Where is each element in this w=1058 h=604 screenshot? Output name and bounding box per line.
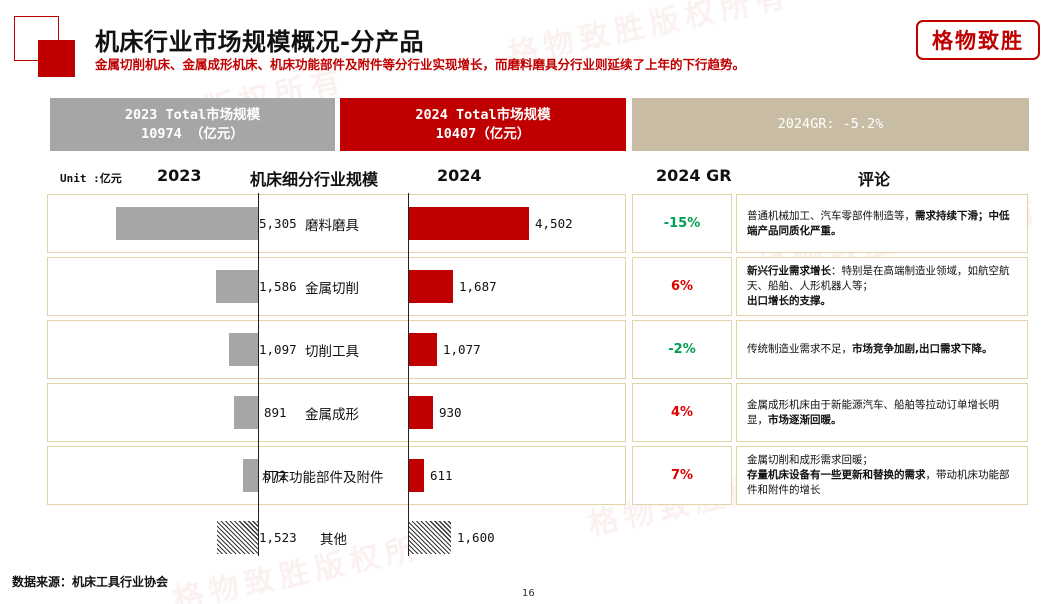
decor-square-fill	[38, 40, 75, 77]
row-panel	[47, 446, 626, 505]
growth-cell: 7%	[632, 446, 732, 505]
comment-emphasis: 存量机床设备有一些更新和替换的需求	[747, 469, 926, 481]
growth-value: -15%	[663, 216, 701, 231]
total-2023-title: 2023 Total市场规模	[124, 106, 261, 123]
comment-emphasis: 出口增长的支撑。	[747, 295, 831, 307]
bar-2024	[408, 396, 433, 429]
comment-plain: 金属成形机床由于新能源汽车、船舶等拉动订单增长明显，	[747, 398, 999, 426]
value-label-2024: 4,502	[535, 216, 573, 231]
bar-2024	[408, 270, 453, 303]
comment-cell: 金属切削和成形需求回暖； 存量机床设备有一些更新和替换的需求，带动机床功能部件和附…	[736, 446, 1028, 505]
value-label-2023: 5,305	[259, 216, 297, 231]
header-2024: 2024	[437, 166, 482, 185]
value-label-2024: 611	[430, 468, 453, 483]
comment-emphasis: 市场竞争加剧,出口需求下降。	[852, 343, 993, 355]
unit-label: Unit :亿元	[60, 172, 122, 185]
bar-2023	[243, 459, 258, 492]
row-panel	[47, 383, 626, 442]
category-label: 磨料磨具	[305, 218, 359, 234]
category-label: 机床功能部件及附件	[262, 470, 384, 486]
page-subtitle: 金属切削机床、金属成形机床、机床功能部件及附件等分行业实现增长，而磨料磨具分行业…	[95, 57, 746, 72]
bar-2023	[229, 333, 258, 366]
brand-logo: 格物致胜	[916, 20, 1040, 60]
value-label-2024: 1,687	[459, 279, 497, 294]
comment-plain: 金属切削和成形需求回暖；	[747, 454, 873, 466]
comment-plain: 传统制造业需求不足，	[747, 343, 852, 355]
value-label-2024: 1,600	[457, 530, 495, 545]
comment-text: 新兴行业需求增长：特别是在高端制造业领域，如航空航天、船舶、人形机器人等； 出口增…	[747, 264, 1019, 309]
bar-2023	[216, 270, 258, 303]
comment-text: 传统制造业需求不足，市场竞争加剧,出口需求下降。	[747, 342, 1019, 357]
category-label: 金属成形	[305, 407, 359, 423]
comment-text: 普通机械加工、汽车零部件制造等，需求持续下滑；中低端产品同质化严重。	[747, 209, 1019, 239]
value-label-2023: 1,523	[259, 530, 297, 545]
bar-2024	[408, 333, 437, 366]
comment-cell: 新兴行业需求增长：特别是在高端制造业领域，如航空航天、船舶、人形机器人等； 出口增…	[736, 257, 1028, 316]
growth-cell: -2%	[632, 320, 732, 379]
data-source: 数据来源：机床工具行业协会	[12, 575, 169, 589]
growth-rate-value: 2024GR: -5.2%	[777, 116, 884, 132]
row-panel	[47, 257, 626, 316]
category-label: 切削工具	[305, 344, 359, 360]
header-comment: 评论	[858, 170, 891, 189]
growth-cell: -15%	[632, 194, 732, 253]
comment-text: 金属切削和成形需求回暖； 存量机床设备有一些更新和替换的需求，带动机床功能部件和附…	[747, 453, 1019, 498]
bar-2023	[116, 207, 258, 240]
growth-value: 7%	[670, 468, 694, 483]
total-2024-banner: 2024 Total市场规模 10407（亿元）	[340, 98, 626, 151]
bar-2023	[234, 396, 258, 429]
growth-value: 4%	[670, 405, 694, 420]
axis-line-2023	[258, 193, 259, 556]
comment-plain: ：特别是在高端制造业领域，如航空航天、船舶、人形机器人等；	[747, 265, 1010, 292]
row-panel	[47, 320, 626, 379]
growth-cell: 6%	[632, 257, 732, 316]
total-2023-value: 10974 （亿元）	[141, 125, 244, 142]
comment-emphasis: 新兴行业需求增长	[747, 265, 831, 277]
value-label-2023: 1,097	[259, 342, 297, 357]
value-label-2024: 930	[439, 405, 462, 420]
comment-cell: 金属成形机床由于新能源汽车、船舶等拉动订单增长明显，市场逐渐回暖。	[736, 383, 1028, 442]
comment-plain: 普通机械加工、汽车零部件制造等，	[747, 209, 915, 222]
comment-cell: 传统制造业需求不足，市场竞争加剧,出口需求下降。	[736, 320, 1028, 379]
axis-line-2024	[408, 193, 409, 556]
bar-2024	[408, 207, 529, 240]
comment-emphasis: 市场逐渐回暖。	[768, 413, 842, 426]
total-2024-value: 10407（亿元）	[435, 125, 531, 142]
header-2023: 2023	[157, 166, 202, 185]
page-title: 机床行业市场规模概况-分产品	[95, 28, 424, 56]
value-label-2024: 1,077	[443, 342, 481, 357]
page-number: 16	[522, 588, 535, 599]
growth-value: -2%	[668, 342, 696, 357]
header-category: 机床细分行业规模	[250, 170, 379, 189]
comment-plain: ，带动机床功能部件和附件的增长	[747, 469, 1010, 496]
bar-2023	[217, 521, 258, 554]
total-2023-banner: 2023 Total市场规模 10974 （亿元）	[50, 98, 335, 151]
category-label: 金属切削	[305, 281, 359, 297]
value-label-2023: 891	[264, 405, 287, 420]
growth-value: 6%	[670, 279, 694, 294]
bar-2024	[408, 459, 424, 492]
value-label-2023: 1,586	[259, 279, 297, 294]
category-label: 其他	[320, 532, 347, 548]
decor-square-outline	[14, 16, 59, 61]
value-label-2023: 572	[264, 468, 287, 483]
header-growth: 2024 GR	[656, 166, 732, 185]
growth-rate-banner: 2024GR: -5.2%	[632, 98, 1029, 151]
growth-cell: 4%	[632, 383, 732, 442]
comment-cell: 普通机械加工、汽车零部件制造等，需求持续下滑；中低端产品同质化严重。	[736, 194, 1028, 253]
comment-emphasis: 需求持续下滑；中低端产品同质化严重。	[747, 209, 1010, 237]
comment-text: 金属成形机床由于新能源汽车、船舶等拉动订单增长明显，市场逐渐回暖。	[747, 398, 1019, 428]
bar-2024	[408, 521, 451, 554]
total-2024-title: 2024 Total市场规模	[415, 106, 551, 123]
